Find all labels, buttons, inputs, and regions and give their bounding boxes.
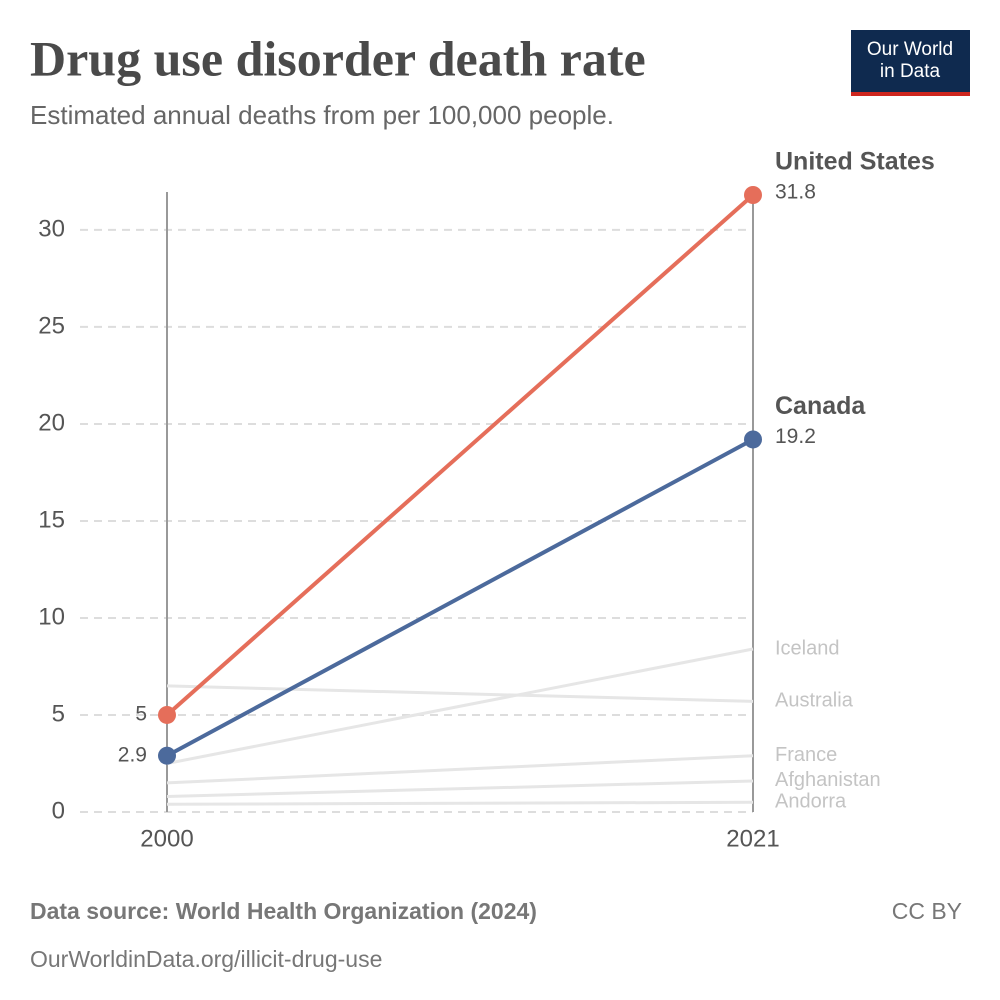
logo-text: Our World [867,39,953,60]
background-line [166,779,754,798]
y-tick-label: 30 [38,215,65,242]
point [744,186,762,204]
logo-text: in Data [880,61,941,82]
series-label: Canada [775,392,866,420]
y-tick-label: 10 [38,603,65,630]
background-line [166,684,754,703]
y-tick-label: 20 [38,409,65,436]
y-tick-label: 15 [38,506,65,533]
logo-box [851,30,970,92]
point [158,746,176,765]
value-label: 31.8 [775,181,816,204]
chart-subtitle: Estimated annual deaths from per 100,000… [30,100,614,130]
value-label: 5 [135,703,147,726]
series-line [166,437,754,758]
series-label: Iceland [775,637,840,659]
source: Data source: World Health Organization (… [30,898,537,924]
x-tick-label: 2000 [140,825,193,852]
y-tick-label: 25 [38,312,65,339]
series-label: Australia [775,690,854,712]
series-label: Afghanistan [775,769,881,791]
x-tick-label: 2021 [726,825,779,852]
background-line [166,647,754,765]
series-line [165,193,755,717]
series-label: France [775,744,837,766]
value-label: 19.2 [775,425,816,448]
y-tick-label: 5 [52,700,65,727]
point [744,430,762,449]
url: OurWorldinData.org/illicit-drug-use [30,946,382,972]
background-line [166,754,754,785]
value-label: 2.9 [118,743,147,766]
point [158,705,176,724]
series-label: United States [775,148,935,176]
chart-title: Drug use disorder death rate [30,30,646,86]
background-line [166,800,754,806]
logo: Our World in Data [851,30,970,96]
y-tick-label: 0 [52,797,65,824]
license: CC BY [892,898,962,924]
series-label: Andorra [775,791,847,813]
logo-bar [851,92,970,96]
